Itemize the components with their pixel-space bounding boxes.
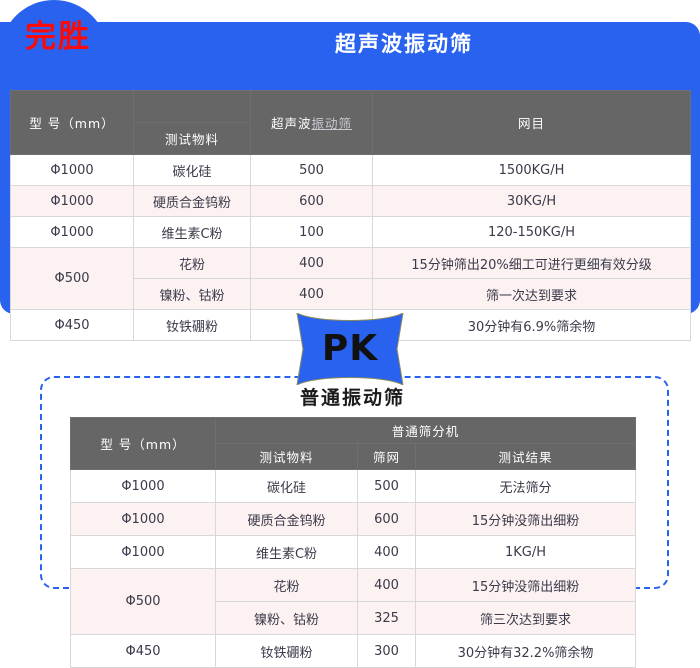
ultrasonic-table-body: Φ1000 碳化硅 500 1500KG/H Φ1000 硬质合金钨粉 600 … <box>10 154 691 341</box>
table-row: Φ500 花粉 400 15分钟没筛出细粉 <box>70 568 637 635</box>
pk-badge: PK <box>293 313 407 385</box>
table-row: Φ500 花粉 400 15分钟筛出20%细工可进行更细有效分级 <box>10 247 691 310</box>
cell-model: Φ1000 <box>70 469 216 503</box>
cell-material: 碳化硅 <box>215 469 358 503</box>
th-material: 测试物料 <box>215 443 358 470</box>
th-model: 型 号（mm） <box>10 90 134 155</box>
cell-material: 镍粉、钴粉 <box>215 601 358 635</box>
cell-material: 钕铁硼粉 <box>215 634 358 668</box>
cell-result: 15分钟没筛出细粉 <box>414 568 637 602</box>
win-badge: 完胜 <box>0 0 108 86</box>
th-mesh: 筛网 <box>357 443 416 470</box>
table-subheader-row: 测试物料 筛网 测试结果 <box>71 443 637 470</box>
cell-mesh: 400 <box>357 568 416 602</box>
table-header-row: 型 号（mm） 超声波振动筛 网目 <box>10 90 691 155</box>
cell-count: 100 <box>250 216 373 248</box>
cell-result: 120-150KG/H <box>372 216 691 248</box>
cell-mesh: 400 <box>357 535 416 569</box>
th-material-top-blank <box>133 90 251 123</box>
cell-model: Φ450 <box>10 309 134 341</box>
cell-result: 1KG/H <box>414 535 637 569</box>
cell-count: 400 <box>250 278 373 310</box>
cell-model: Φ1000 <box>10 185 134 217</box>
ordinary-section-title: 普通振动筛 <box>299 387 405 409</box>
ultrasonic-panel-title: 超声波振动筛 <box>335 32 473 56</box>
cell-material: 花粉 <box>133 247 251 279</box>
cell-result: 30分钟有6.9%筛余物 <box>372 309 691 341</box>
table-row: Φ1000 硬质合金钨粉 600 15分钟没筛出细粉 <box>70 502 637 536</box>
cell-material: 维生素C粉 <box>133 216 251 248</box>
cell-model: Φ1000 <box>70 535 216 569</box>
table-row: Φ1000 硬质合金钨粉 600 30KG/H <box>10 185 691 217</box>
th-model: 型 号（mm） <box>70 417 216 470</box>
cell-model: Φ500 <box>10 247 134 310</box>
th-ultrasonic-machine: 超声波振动筛 <box>250 90 373 155</box>
cell-result: 15分钟筛出20%细工可进行更细有效分级 <box>372 247 691 279</box>
cell-mesh: 325 <box>357 601 416 635</box>
cell-result: 30KG/H <box>372 185 691 217</box>
ordinary-table: 型 号（mm） 普通筛分机 测试物料 筛网 测试结果 Φ1000 碳化硅 500… <box>70 417 637 668</box>
cell-result: 筛三次达到要求 <box>414 601 637 635</box>
cell-model: Φ500 <box>70 568 216 635</box>
cell-material: 碳化硅 <box>133 154 251 186</box>
ultrasonic-table-head: 型 号（mm） 超声波振动筛 网目 测试物料 <box>10 90 691 155</box>
cell-material: 维生素C粉 <box>215 535 358 569</box>
cell-material: 花粉 <box>215 568 358 602</box>
cell-material: 硬质合金钨粉 <box>215 502 358 536</box>
cell-mesh: 600 <box>357 502 416 536</box>
th-group: 普通筛分机 <box>214 417 637 444</box>
cell-mesh: 300 <box>357 634 416 668</box>
cell-result: 无法筛分 <box>414 469 637 503</box>
ordinary-table-head: 型 号（mm） 普通筛分机 测试物料 筛网 测试结果 <box>70 417 637 470</box>
cell-count: 400 <box>250 247 373 279</box>
th-material: 测试物料 <box>133 122 251 155</box>
table-header-row: 型 号（mm） 普通筛分机 <box>70 417 637 470</box>
ordinary-table-body: Φ1000 碳化硅 500 无法筛分 Φ1000 硬质合金钨粉 600 15分钟… <box>70 469 637 668</box>
table-subheader-row: 测试物料 <box>11 122 691 155</box>
cell-count: 600 <box>250 185 373 217</box>
table-row: 镍粉、钴粉 325 筛三次达到要求 <box>71 601 637 635</box>
table-row: Φ450 钕铁硼粉 300 30分钟有32.2%筛余物 <box>70 634 637 668</box>
table-row: Φ1000 维生素C粉 100 120-150KG/H <box>10 216 691 248</box>
cell-result: 30分钟有32.2%筛余物 <box>414 634 637 668</box>
cell-material: 硬质合金钨粉 <box>133 185 251 217</box>
ordinary-table-wrapper: 型 号（mm） 普通筛分机 测试物料 筛网 测试结果 Φ1000 碳化硅 500… <box>70 417 637 668</box>
th-mesh: 网目 <box>372 90 691 155</box>
cell-count: 500 <box>250 154 373 186</box>
cell-material: 镍粉、钴粉 <box>133 278 251 310</box>
table-row: Φ1000 碳化硅 500 1500KG/H <box>10 154 691 186</box>
ultrasonic-table: 型 号（mm） 超声波振动筛 网目 测试物料 Φ1000 碳化硅 500 150… <box>10 90 691 341</box>
cell-result: 筛一次达到要求 <box>372 278 691 310</box>
cell-model: Φ1000 <box>10 216 134 248</box>
cell-result: 15分钟没筛出细粉 <box>414 502 637 536</box>
cell-mesh: 500 <box>357 469 416 503</box>
cell-result: 1500KG/H <box>372 154 691 186</box>
ultrasonic-table-wrapper: 型 号（mm） 超声波振动筛 网目 测试物料 Φ1000 碳化硅 500 150… <box>10 90 691 341</box>
table-row: Φ1000 维生素C粉 400 1KG/H <box>70 535 637 569</box>
th-ultrasonic-link[interactable]: 振动筛 <box>311 116 353 131</box>
pk-ribbon-icon <box>296 313 404 385</box>
pk-badge-label: PK <box>321 328 379 369</box>
win-badge-label: 完胜 <box>25 19 91 55</box>
th-result: 测试结果 <box>414 443 637 470</box>
table-row: Φ1000 碳化硅 500 无法筛分 <box>70 469 637 503</box>
cell-material: 钕铁硼粉 <box>133 309 251 341</box>
cell-model: Φ1000 <box>10 154 134 186</box>
cell-model: Φ1000 <box>70 502 216 536</box>
th-ultrasonic-plain: 超声波 <box>270 116 312 131</box>
cell-model: Φ450 <box>70 634 216 668</box>
